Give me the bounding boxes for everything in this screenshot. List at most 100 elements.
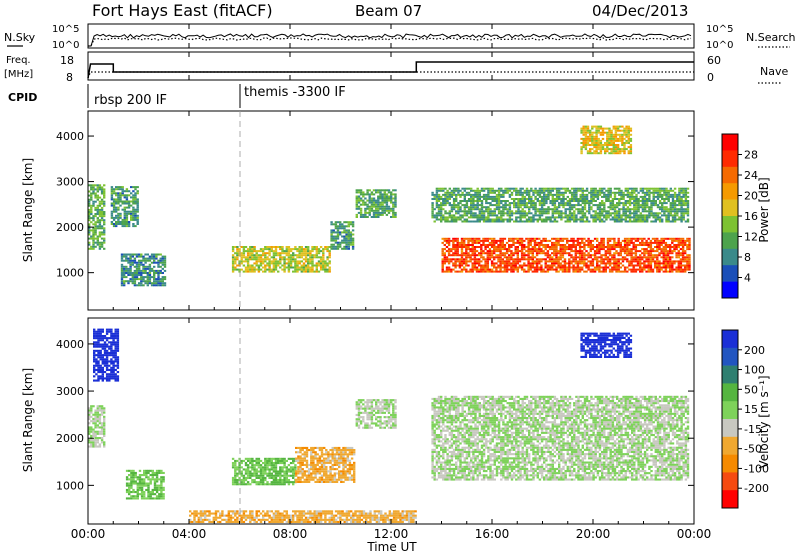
data-cell <box>671 210 675 213</box>
data-cell <box>359 191 363 194</box>
data-cell <box>97 351 100 354</box>
data-cell <box>495 216 499 219</box>
data-cell <box>583 256 586 259</box>
data-cell <box>596 198 600 200</box>
data-cell <box>343 245 346 248</box>
data-cell <box>490 237 494 240</box>
data-cell <box>392 203 395 206</box>
data-cell <box>553 212 557 215</box>
data-cell <box>467 260 470 263</box>
data-cell <box>459 206 462 209</box>
data-cell <box>561 254 565 257</box>
data-cell <box>587 252 590 255</box>
data-cell <box>467 270 470 273</box>
data-cell <box>161 259 164 262</box>
data-cell <box>577 210 580 213</box>
data-cell <box>322 252 325 255</box>
data-cell <box>593 252 597 255</box>
data-cell <box>654 250 657 253</box>
data-cell <box>231 262 235 265</box>
data-cell <box>452 268 455 271</box>
data-cell <box>684 244 687 246</box>
data-cell <box>666 264 670 267</box>
data-cell <box>125 225 129 228</box>
data-cell <box>443 270 446 273</box>
data-cell <box>505 268 509 271</box>
data-cell <box>584 129 588 132</box>
data-cell <box>473 246 477 248</box>
data-cell <box>90 221 93 224</box>
data-cell <box>579 187 582 190</box>
data-cell <box>446 220 449 223</box>
data-cell <box>294 254 297 257</box>
data-cell <box>647 260 650 263</box>
data-cell <box>654 266 657 269</box>
data-cell <box>351 239 355 242</box>
data-cell <box>639 254 642 257</box>
data-cell <box>626 191 630 194</box>
data-cell <box>99 332 102 335</box>
data-cell <box>262 270 265 273</box>
data-cell <box>551 195 554 198</box>
data-cell <box>259 260 263 263</box>
data-cell <box>347 221 350 224</box>
data-cell <box>621 148 624 151</box>
data-cell <box>527 256 530 259</box>
data-cell <box>551 198 554 200</box>
power-colorbar-label: Power [dB] <box>757 177 771 242</box>
data-cell <box>482 241 485 244</box>
data-cell <box>495 218 499 221</box>
data-cell <box>457 208 460 211</box>
data-cell <box>557 250 560 253</box>
data-cell <box>598 202 602 205</box>
data-cell <box>93 358 96 361</box>
data-cell <box>292 258 295 261</box>
data-cell <box>598 210 602 213</box>
data-cell <box>470 198 473 200</box>
data-cell <box>590 200 593 202</box>
data-cell <box>606 260 610 263</box>
data-cell <box>635 204 638 207</box>
data-cell <box>103 221 106 224</box>
data-cell <box>540 202 544 205</box>
data-cell <box>562 216 565 219</box>
data-cell <box>359 199 363 202</box>
data-cell <box>560 218 563 221</box>
data-cell <box>103 337 107 340</box>
data-cell <box>251 248 254 251</box>
data-cell <box>112 360 115 363</box>
data-cell <box>238 248 241 251</box>
data-cell <box>591 254 595 257</box>
data-cell <box>244 258 248 261</box>
data-cell <box>573 193 576 196</box>
data-cell <box>503 270 507 273</box>
data-cell <box>92 192 95 195</box>
data-cell <box>153 257 156 260</box>
data-cell <box>621 137 624 140</box>
data-cell <box>383 211 386 214</box>
data-cell <box>324 246 327 248</box>
data-cell <box>649 252 653 255</box>
data-cell <box>592 220 595 223</box>
data-cell <box>527 241 530 244</box>
data-cell <box>475 250 479 253</box>
data-cell <box>457 204 460 207</box>
data-cell <box>446 218 449 221</box>
data-cell <box>465 193 469 196</box>
data-cell <box>505 250 509 253</box>
data-cell <box>676 218 679 221</box>
data-cell <box>473 268 477 271</box>
data-cell <box>680 216 683 219</box>
data-cell <box>387 207 391 210</box>
data-cell <box>98 186 102 189</box>
data-cell <box>573 200 576 202</box>
data-cell <box>623 244 627 246</box>
data-cell <box>94 415 97 418</box>
data-cell <box>538 244 541 246</box>
data-cell <box>435 200 439 202</box>
data-cell <box>595 125 598 128</box>
data-cell <box>680 210 683 213</box>
data-cell <box>100 428 104 431</box>
data-cell <box>654 254 657 257</box>
data-cell <box>686 246 689 248</box>
